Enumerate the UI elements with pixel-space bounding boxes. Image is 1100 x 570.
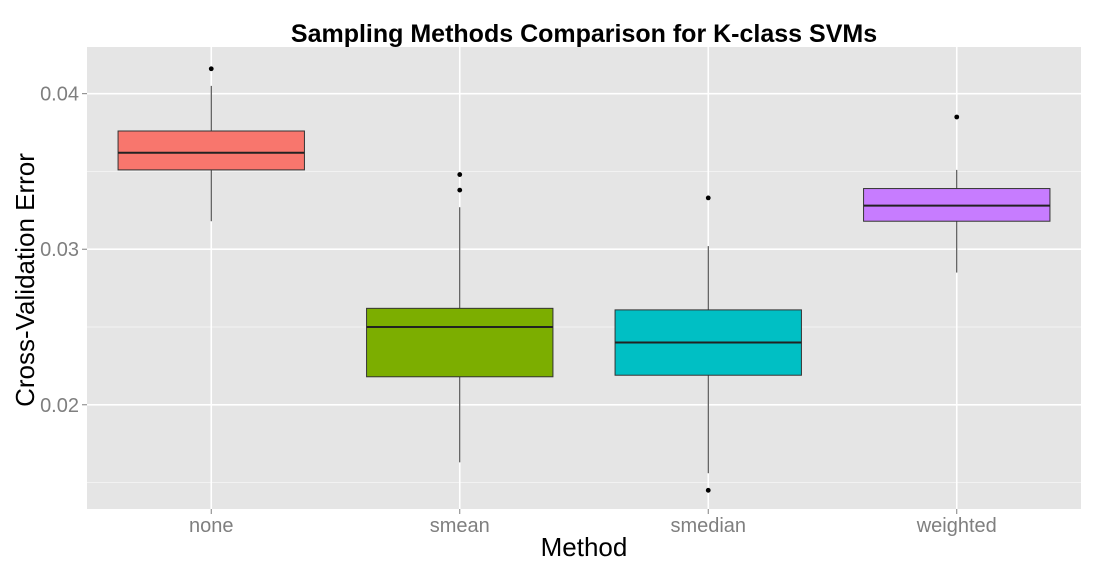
box-plots — [117, 66, 1051, 493]
minor-gridlines — [87, 170, 1081, 484]
outlier-point — [954, 114, 960, 120]
y-tick-label: 0.03 — [40, 239, 79, 261]
box-smean — [366, 172, 554, 463]
y-axis-title: Cross-Validation Error — [10, 153, 40, 407]
outlier-point — [705, 195, 711, 201]
x-axis-title: Method — [541, 532, 628, 562]
box-none — [117, 66, 305, 222]
y-tick-label: 0.02 — [40, 395, 79, 417]
y-tick-label: 0.04 — [40, 84, 79, 106]
box-iqr — [117, 130, 305, 171]
outlier-point — [208, 66, 214, 72]
x-tick-label-weighted: weighted — [916, 515, 997, 537]
outlier-point — [457, 172, 463, 177]
x-axis-ticks: none smean smedian weighted — [189, 509, 997, 537]
outlier-point — [457, 187, 463, 193]
box-weighted — [863, 114, 1051, 273]
box-iqr — [366, 307, 554, 378]
chart-title: Sampling Methods Comparison for K-class … — [291, 20, 877, 48]
plot-panel — [87, 47, 1081, 509]
box-smedian — [614, 195, 802, 493]
outlier-point — [705, 487, 711, 493]
x-tick-label-smean: smean — [430, 515, 490, 537]
x-tick-label-none: none — [189, 515, 234, 537]
y-axis-ticks: 0.02 0.03 0.04 — [40, 84, 87, 417]
x-tick-label-smedian: smedian — [670, 515, 746, 537]
